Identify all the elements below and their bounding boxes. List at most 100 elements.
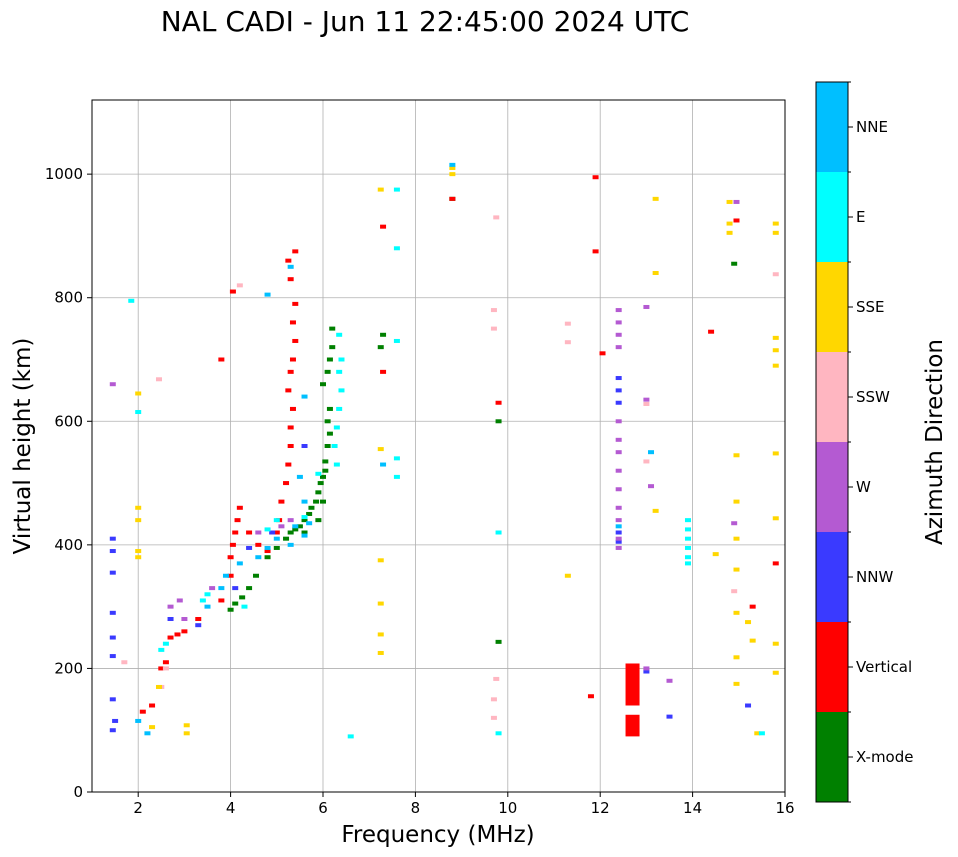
point-e-2	[162, 641, 169, 646]
point-ssw-14	[643, 459, 650, 464]
point-e-31	[684, 555, 691, 560]
point-sse-5	[149, 725, 156, 730]
data-points	[109, 162, 779, 739]
point-e-8	[273, 518, 280, 523]
point-nnw-8	[112, 718, 119, 723]
point-nnw-15	[615, 376, 622, 381]
point-nnw-18	[615, 530, 622, 535]
point-nnw-22	[745, 703, 752, 708]
point-vertical-13	[234, 518, 241, 523]
point-x-mode-4	[253, 573, 260, 578]
x-tick-label: 8	[411, 799, 421, 817]
point-vertical-1	[149, 703, 156, 708]
point-vertical-39	[449, 196, 456, 201]
point-sse-31	[733, 681, 740, 686]
point-vertical-37	[380, 369, 387, 374]
point-nne-8	[273, 536, 280, 541]
point-w-20	[615, 545, 622, 550]
point-sse-28	[733, 567, 740, 572]
point-vertical-12	[232, 530, 239, 535]
point-vertical-34	[292, 249, 299, 254]
point-vertical-3	[162, 660, 169, 665]
point-vertical-11	[229, 542, 236, 547]
point-sse-18	[652, 196, 659, 201]
point-vertical-17	[264, 549, 271, 554]
point-x-mode-36	[315, 518, 322, 523]
y-tick-label: 800	[54, 289, 83, 307]
point-sse-27	[733, 536, 740, 541]
point-nnw-20	[643, 669, 650, 674]
point-nnw-14	[301, 444, 308, 448]
point-vertical-28	[289, 357, 296, 362]
point-vertical-14	[236, 505, 243, 510]
point-w-24	[643, 666, 650, 671]
point-vertical-15	[246, 530, 253, 535]
point-nne-17	[287, 264, 294, 269]
point-vertical-43	[587, 694, 594, 699]
point-vertical-9	[227, 573, 234, 578]
point-x-mode-29	[380, 332, 387, 337]
point-nne-2	[204, 604, 211, 609]
point-sse-15	[449, 165, 456, 170]
point-vertical-0	[139, 709, 146, 714]
x-axis-ticks: 2 4 6 8 10 12 14 16	[133, 792, 795, 817]
point-e-13	[333, 425, 340, 430]
point-vertical-2	[158, 666, 165, 671]
point-e-17	[338, 357, 345, 362]
point-nnw-7	[109, 728, 116, 733]
point-sse-30	[733, 655, 740, 660]
point-nnw-6	[109, 697, 116, 702]
point-nne-15	[301, 394, 308, 399]
point-vertical-31	[292, 301, 299, 306]
point-vertical-38	[380, 224, 387, 229]
point-sse-19	[652, 271, 659, 275]
point-w-16	[615, 487, 622, 492]
x-tick-label: 6	[318, 799, 328, 817]
point-x-mode-23	[320, 382, 326, 387]
point-vertical-26	[285, 388, 292, 393]
point-vertical-25	[289, 406, 296, 411]
colorbar-frame	[815, 81, 849, 803]
point-nnw-13	[269, 530, 276, 535]
point-ssw-4	[236, 283, 243, 288]
point-sse-39	[772, 451, 779, 456]
point-w-15	[615, 468, 622, 473]
point-nnw-16	[615, 388, 622, 393]
point-ssw-8	[493, 676, 500, 681]
point-nne-20	[615, 524, 622, 529]
point-x-mode-34	[287, 530, 294, 535]
colorbar-label: Azimuth Direction	[922, 339, 948, 545]
point-nne-13	[301, 499, 308, 504]
point-sse-38	[772, 363, 779, 368]
point-sse-29	[733, 610, 740, 615]
point-vertical-40	[495, 400, 502, 405]
point-w-12	[615, 419, 622, 424]
point-e-14	[336, 406, 343, 411]
point-vertical-44	[599, 351, 606, 356]
point-sse-33	[749, 638, 756, 643]
point-x-mode-6	[273, 545, 280, 550]
point-e-27	[684, 518, 691, 523]
point-vertical-42	[592, 249, 599, 254]
point-e-16	[336, 369, 343, 374]
point-x-mode-2	[239, 595, 246, 600]
point-x-mode-1	[232, 601, 239, 606]
point-sse-40	[772, 516, 779, 521]
point-w-1	[167, 604, 174, 609]
point-x-mode-3	[246, 586, 253, 591]
point-sse-41	[772, 641, 779, 646]
point-ssw-15	[772, 272, 779, 277]
point-vertical-16	[255, 542, 262, 547]
point-e-7	[264, 527, 271, 532]
point-x-mode-0	[227, 607, 234, 612]
point-sse-24	[726, 230, 733, 235]
point-e-6	[241, 604, 248, 609]
point-ssw-7	[490, 326, 497, 331]
point-e-30	[684, 545, 691, 550]
x-tick-label: 4	[226, 799, 236, 817]
point-vertical-30	[289, 320, 296, 325]
point-nnw-10	[195, 623, 202, 628]
point-ssw-11	[564, 321, 571, 326]
point-nne-19	[449, 162, 456, 167]
y-tick-label: 1000	[45, 165, 83, 183]
